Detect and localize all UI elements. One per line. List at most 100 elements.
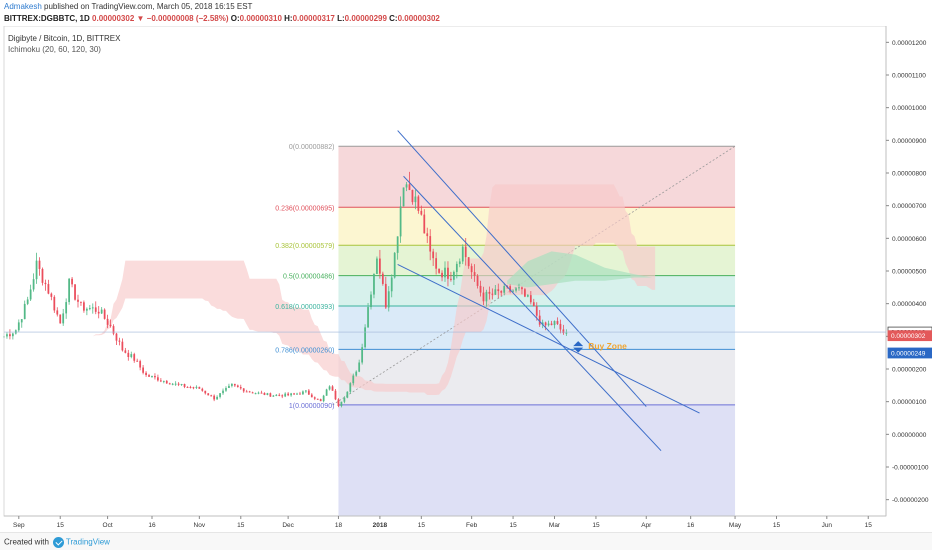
fib-level-label: 0.786(0.00000260): [275, 347, 334, 354]
candle-body: [251, 392, 254, 394]
candle-body: [319, 399, 322, 402]
candle-body: [278, 394, 281, 396]
candle-body: [275, 394, 278, 396]
candle-body: [396, 236, 399, 253]
candle-body: [464, 246, 467, 258]
candle-body: [364, 327, 366, 348]
candle-body: [512, 290, 514, 292]
down-arrow-icon: [573, 347, 584, 353]
time-axis[interactable]: Sep 15 Oct 16 Nov 15 Dec 18 2018 15 Feb 15 Mar 15 Apr 1…: [4, 515, 886, 529]
price-chart[interactable]: 0(0.00000882) 0.236(0.00000695) 0.382(0.00…: [0, 26, 932, 532]
candle-body: [322, 395, 325, 402]
candle-body: [535, 306, 538, 316]
candle-body: [559, 323, 562, 330]
candle-body: [180, 384, 183, 386]
candle-body: [192, 387, 195, 389]
candle-body: [532, 302, 535, 307]
fib-level-label: 1(0.00000090): [289, 403, 335, 410]
candle-body: [159, 380, 162, 382]
candle-body: [168, 383, 171, 385]
candle-body: [518, 287, 520, 289]
candle-body: [307, 390, 310, 395]
candle-body: [524, 289, 526, 297]
fib-band-extension: [338, 404, 736, 516]
candle-body: [429, 236, 432, 252]
candle-body: [139, 361, 142, 368]
candle-body: [305, 390, 307, 392]
candle-body: [565, 332, 568, 334]
candle-body: [210, 395, 213, 397]
candle-body: [65, 302, 68, 314]
candle-body: [201, 388, 204, 391]
open-value: 0.00000310: [239, 14, 282, 23]
candle-body: [313, 397, 316, 399]
candle-body: [399, 206, 402, 237]
candle-body: [402, 187, 405, 207]
candle-body: [491, 293, 494, 295]
candle-body: [381, 273, 384, 284]
candle-body: [547, 323, 550, 326]
candle-body: [452, 271, 455, 280]
candle-body: [83, 302, 85, 311]
candle-body: [266, 393, 269, 395]
candle-body: [405, 184, 408, 188]
time-tick-label: Sep: [13, 522, 25, 529]
candle-body: [423, 214, 426, 234]
candle-body: [157, 377, 159, 381]
price-tick-label: 0.00001200: [892, 40, 927, 47]
candle-body: [316, 398, 319, 400]
created-with: Created with TradingView: [4, 537, 110, 548]
candle-body: [213, 395, 216, 400]
candle-body: [245, 391, 248, 393]
high-label: H:: [284, 14, 293, 23]
time-tick-label: 16: [687, 522, 695, 529]
candle-body: [171, 383, 174, 385]
candle-body: [32, 279, 35, 290]
candle-body: [94, 307, 97, 312]
candle-body: [435, 258, 438, 269]
fib-level-label: 0(0.00000882): [289, 144, 335, 151]
candle-body: [151, 375, 153, 377]
price-tick-label: 0.00000200: [892, 367, 927, 374]
candle-body: [195, 386, 198, 388]
author-link[interactable]: Admakesh: [4, 2, 42, 11]
candle-body: [358, 362, 361, 372]
candle-body: [450, 278, 452, 280]
candle-body: [387, 291, 390, 308]
candle-body: [91, 307, 94, 309]
up-arrow-icon: [573, 341, 584, 347]
candle-body: [263, 392, 266, 395]
candle-body: [470, 266, 473, 273]
candle-body: [136, 360, 139, 362]
candle-body: [23, 303, 26, 320]
candle-body: [100, 309, 103, 314]
candle-body: [204, 390, 207, 394]
tradingview-brand[interactable]: TradingView: [65, 537, 110, 547]
fibonacci-retracement[interactable]: [332, 145, 736, 516]
price-tick-label: 0.00000100: [892, 399, 927, 406]
candle-body: [420, 210, 423, 215]
time-tick-label: 18: [335, 522, 343, 529]
candle-body: [346, 391, 349, 398]
candle-body: [417, 196, 420, 211]
candle-body: [509, 286, 512, 292]
trendlines[interactable]: [397, 130, 700, 452]
candle-body: [228, 385, 230, 389]
price-tick-label: -0.00000100: [892, 465, 929, 472]
candle-body: [77, 299, 79, 302]
candle-body: [349, 383, 352, 392]
candle-body: [20, 319, 23, 323]
candle-body: [68, 278, 71, 303]
price-tick-label: 0.00000700: [892, 203, 927, 210]
candle-body: [272, 395, 275, 397]
candle-body: [299, 393, 301, 395]
price-tick-label: 0.00001100: [892, 73, 926, 80]
candle-body: [479, 285, 482, 293]
candle-body: [290, 393, 292, 396]
symbol-label: BITTREX:DGBBTC, 1D: [4, 14, 90, 23]
close-label: C:: [389, 14, 398, 23]
buy-zone-annotation: Buy Zone: [573, 341, 627, 353]
candle-body: [50, 293, 53, 297]
candle-body: [207, 393, 210, 396]
